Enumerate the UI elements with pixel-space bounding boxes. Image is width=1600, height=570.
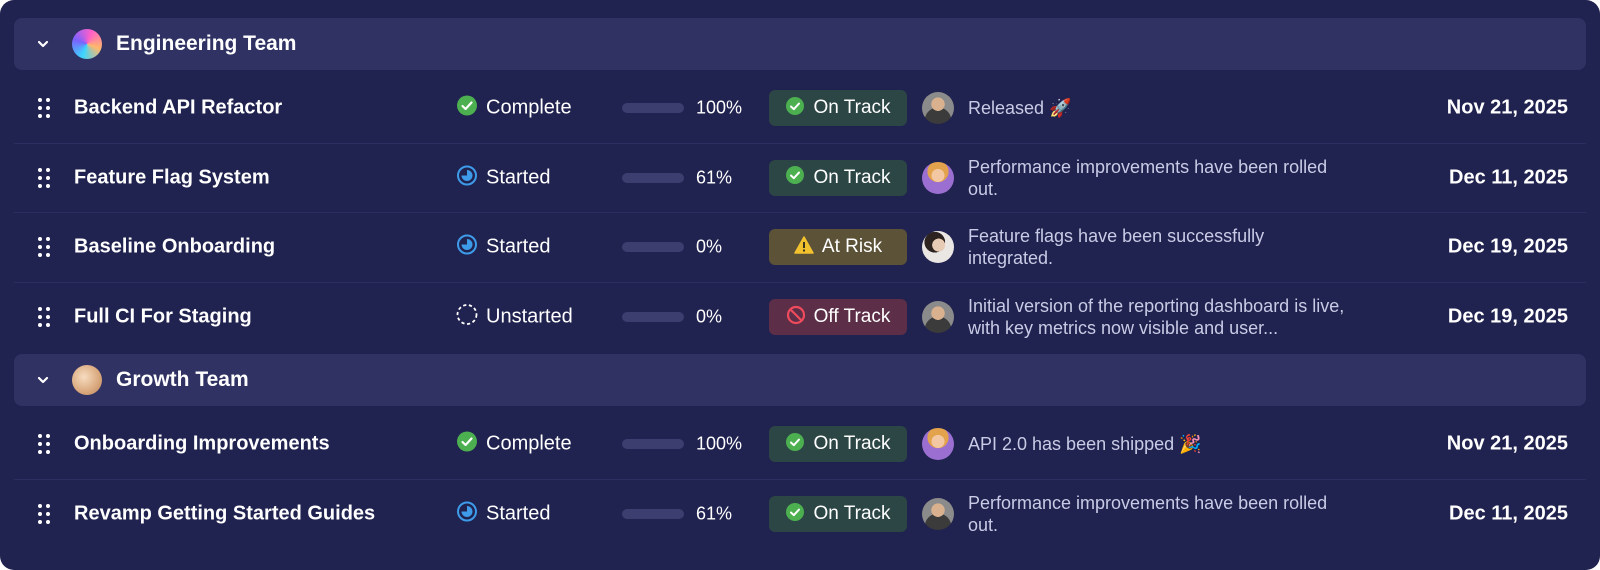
check-circle-icon	[786, 502, 805, 521]
group-header-engineering[interactable]: Engineering Team	[14, 18, 1586, 70]
progress-bar	[622, 103, 684, 114]
status-label: Complete	[486, 96, 572, 119]
project-name[interactable]: Feature Flag System	[74, 166, 270, 189]
drag-handle-icon[interactable]	[38, 98, 50, 119]
group-header-growth[interactable]: Growth Team	[14, 354, 1586, 406]
latest-update-text: Released 🚀	[968, 98, 1072, 119]
target-date[interactable]: Dec 19, 2025	[1447, 235, 1568, 258]
health-badge[interactable]: On Track	[769, 90, 907, 127]
health-label: At Risk	[821, 236, 883, 258]
peach-orb-icon	[72, 365, 102, 395]
latest-update-text: Performance improvements have been rolle…	[968, 156, 1328, 199]
avatar[interactable]	[922, 301, 954, 334]
group-title: Growth Team	[116, 368, 249, 391]
project-name[interactable]: Revamp Getting Started Guides	[74, 502, 376, 525]
group-title: Engineering Team	[116, 32, 297, 55]
check-circle-icon	[786, 166, 805, 185]
project-name[interactable]: Backend API Refactor	[74, 96, 283, 119]
progress-bar	[622, 242, 684, 253]
health-badge[interactable]: On Track	[769, 159, 907, 196]
table-row[interactable]: Full CI For Staging Unstarted 0% Off Tra…	[14, 283, 1586, 353]
status-cell[interactable]: Started	[456, 234, 550, 261]
target-date[interactable]: Nov 21, 2025	[1446, 96, 1568, 119]
health-label: On Track	[813, 433, 891, 455]
gradient-orb-icon	[72, 29, 102, 59]
avatar[interactable]	[922, 498, 954, 531]
in-progress-icon	[457, 501, 477, 522]
progress-percent: 0%	[696, 236, 723, 257]
progress-percent: 61%	[696, 167, 733, 188]
target-date[interactable]: Dec 11, 2025	[1449, 166, 1568, 189]
check-circle-icon	[457, 431, 477, 452]
avatar[interactable]	[922, 161, 954, 194]
progress-bar	[622, 509, 684, 520]
drag-handle-icon[interactable]	[38, 434, 50, 455]
table-row[interactable]: Backend API Refactor Complete 100% On Tr…	[14, 74, 1586, 144]
group-rows-growth: Onboarding Improvements Complete 100% On…	[0, 410, 1600, 549]
project-name[interactable]: Onboarding Improvements	[74, 432, 330, 455]
chevron-down-icon[interactable]	[36, 373, 50, 387]
status-label: Complete	[486, 432, 572, 455]
progress-bar	[622, 312, 684, 323]
progress-percent: 61%	[696, 503, 733, 524]
prohibited-icon	[786, 305, 805, 324]
progress-bar	[622, 172, 684, 183]
drag-handle-icon[interactable]	[38, 307, 50, 328]
health-label: On Track	[813, 97, 891, 119]
progress-bar	[622, 439, 684, 450]
check-circle-icon	[786, 432, 805, 451]
chevron-down-icon[interactable]	[36, 37, 50, 51]
latest-update-text: Feature flags have been successfully int…	[968, 226, 1265, 269]
table-row[interactable]: Baseline Onboarding Started 0% At Risk F…	[14, 213, 1586, 283]
avatar[interactable]	[922, 428, 954, 461]
health-label: Off Track	[813, 306, 891, 328]
progress-percent: 100%	[696, 433, 743, 454]
status-label: Started	[486, 235, 551, 258]
progress-percent: 100%	[696, 97, 743, 118]
health-badge[interactable]: On Track	[769, 496, 907, 533]
health-badge[interactable]: On Track	[769, 426, 907, 463]
check-circle-icon	[786, 96, 805, 115]
health-label: On Track	[813, 503, 891, 525]
progress-percent: 0%	[696, 306, 723, 327]
table-row[interactable]: Revamp Getting Started Guides Started 61…	[14, 480, 1586, 550]
in-progress-icon	[457, 234, 477, 255]
drag-handle-icon[interactable]	[38, 167, 50, 188]
health-badge[interactable]: At Risk	[769, 229, 907, 266]
health-label: On Track	[813, 166, 891, 188]
latest-update-text: Performance improvements have been rolle…	[968, 493, 1328, 536]
project-name[interactable]: Full CI For Staging	[74, 305, 252, 328]
drag-handle-icon[interactable]	[38, 237, 50, 258]
target-date[interactable]: Nov 21, 2025	[1446, 432, 1568, 455]
drag-handle-icon[interactable]	[38, 504, 50, 525]
project-name[interactable]: Baseline Onboarding	[74, 235, 276, 258]
dashed-circle-icon	[456, 304, 478, 326]
warning-icon	[794, 236, 814, 254]
status-cell[interactable]: Complete	[456, 431, 572, 458]
target-date[interactable]: Dec 11, 2025	[1449, 502, 1568, 525]
avatar[interactable]	[922, 231, 954, 264]
status-label: Started	[486, 166, 551, 189]
health-badge[interactable]: Off Track	[769, 299, 907, 336]
in-progress-icon	[457, 165, 477, 186]
table-row[interactable]: Feature Flag System Started 61% On Track…	[14, 144, 1586, 213]
status-cell[interactable]: Started	[456, 164, 550, 191]
target-date[interactable]: Dec 19, 2025	[1447, 305, 1568, 328]
latest-update-text: API 2.0 has been shipped 🎉	[968, 434, 1202, 455]
group-rows-engineering: Backend API Refactor Complete 100% On Tr…	[0, 74, 1600, 352]
table-row[interactable]: Onboarding Improvements Complete 100% On…	[14, 410, 1586, 480]
status-cell[interactable]: Complete	[456, 95, 572, 122]
status-label: Unstarted	[486, 305, 573, 328]
status-label: Started	[486, 502, 551, 525]
status-cell[interactable]: Started	[456, 501, 550, 528]
latest-update-text: Initial version of the reporting dashboa…	[968, 296, 1345, 339]
avatar[interactable]	[922, 92, 954, 125]
status-cell[interactable]: Unstarted	[456, 304, 573, 331]
check-circle-icon	[457, 95, 477, 116]
